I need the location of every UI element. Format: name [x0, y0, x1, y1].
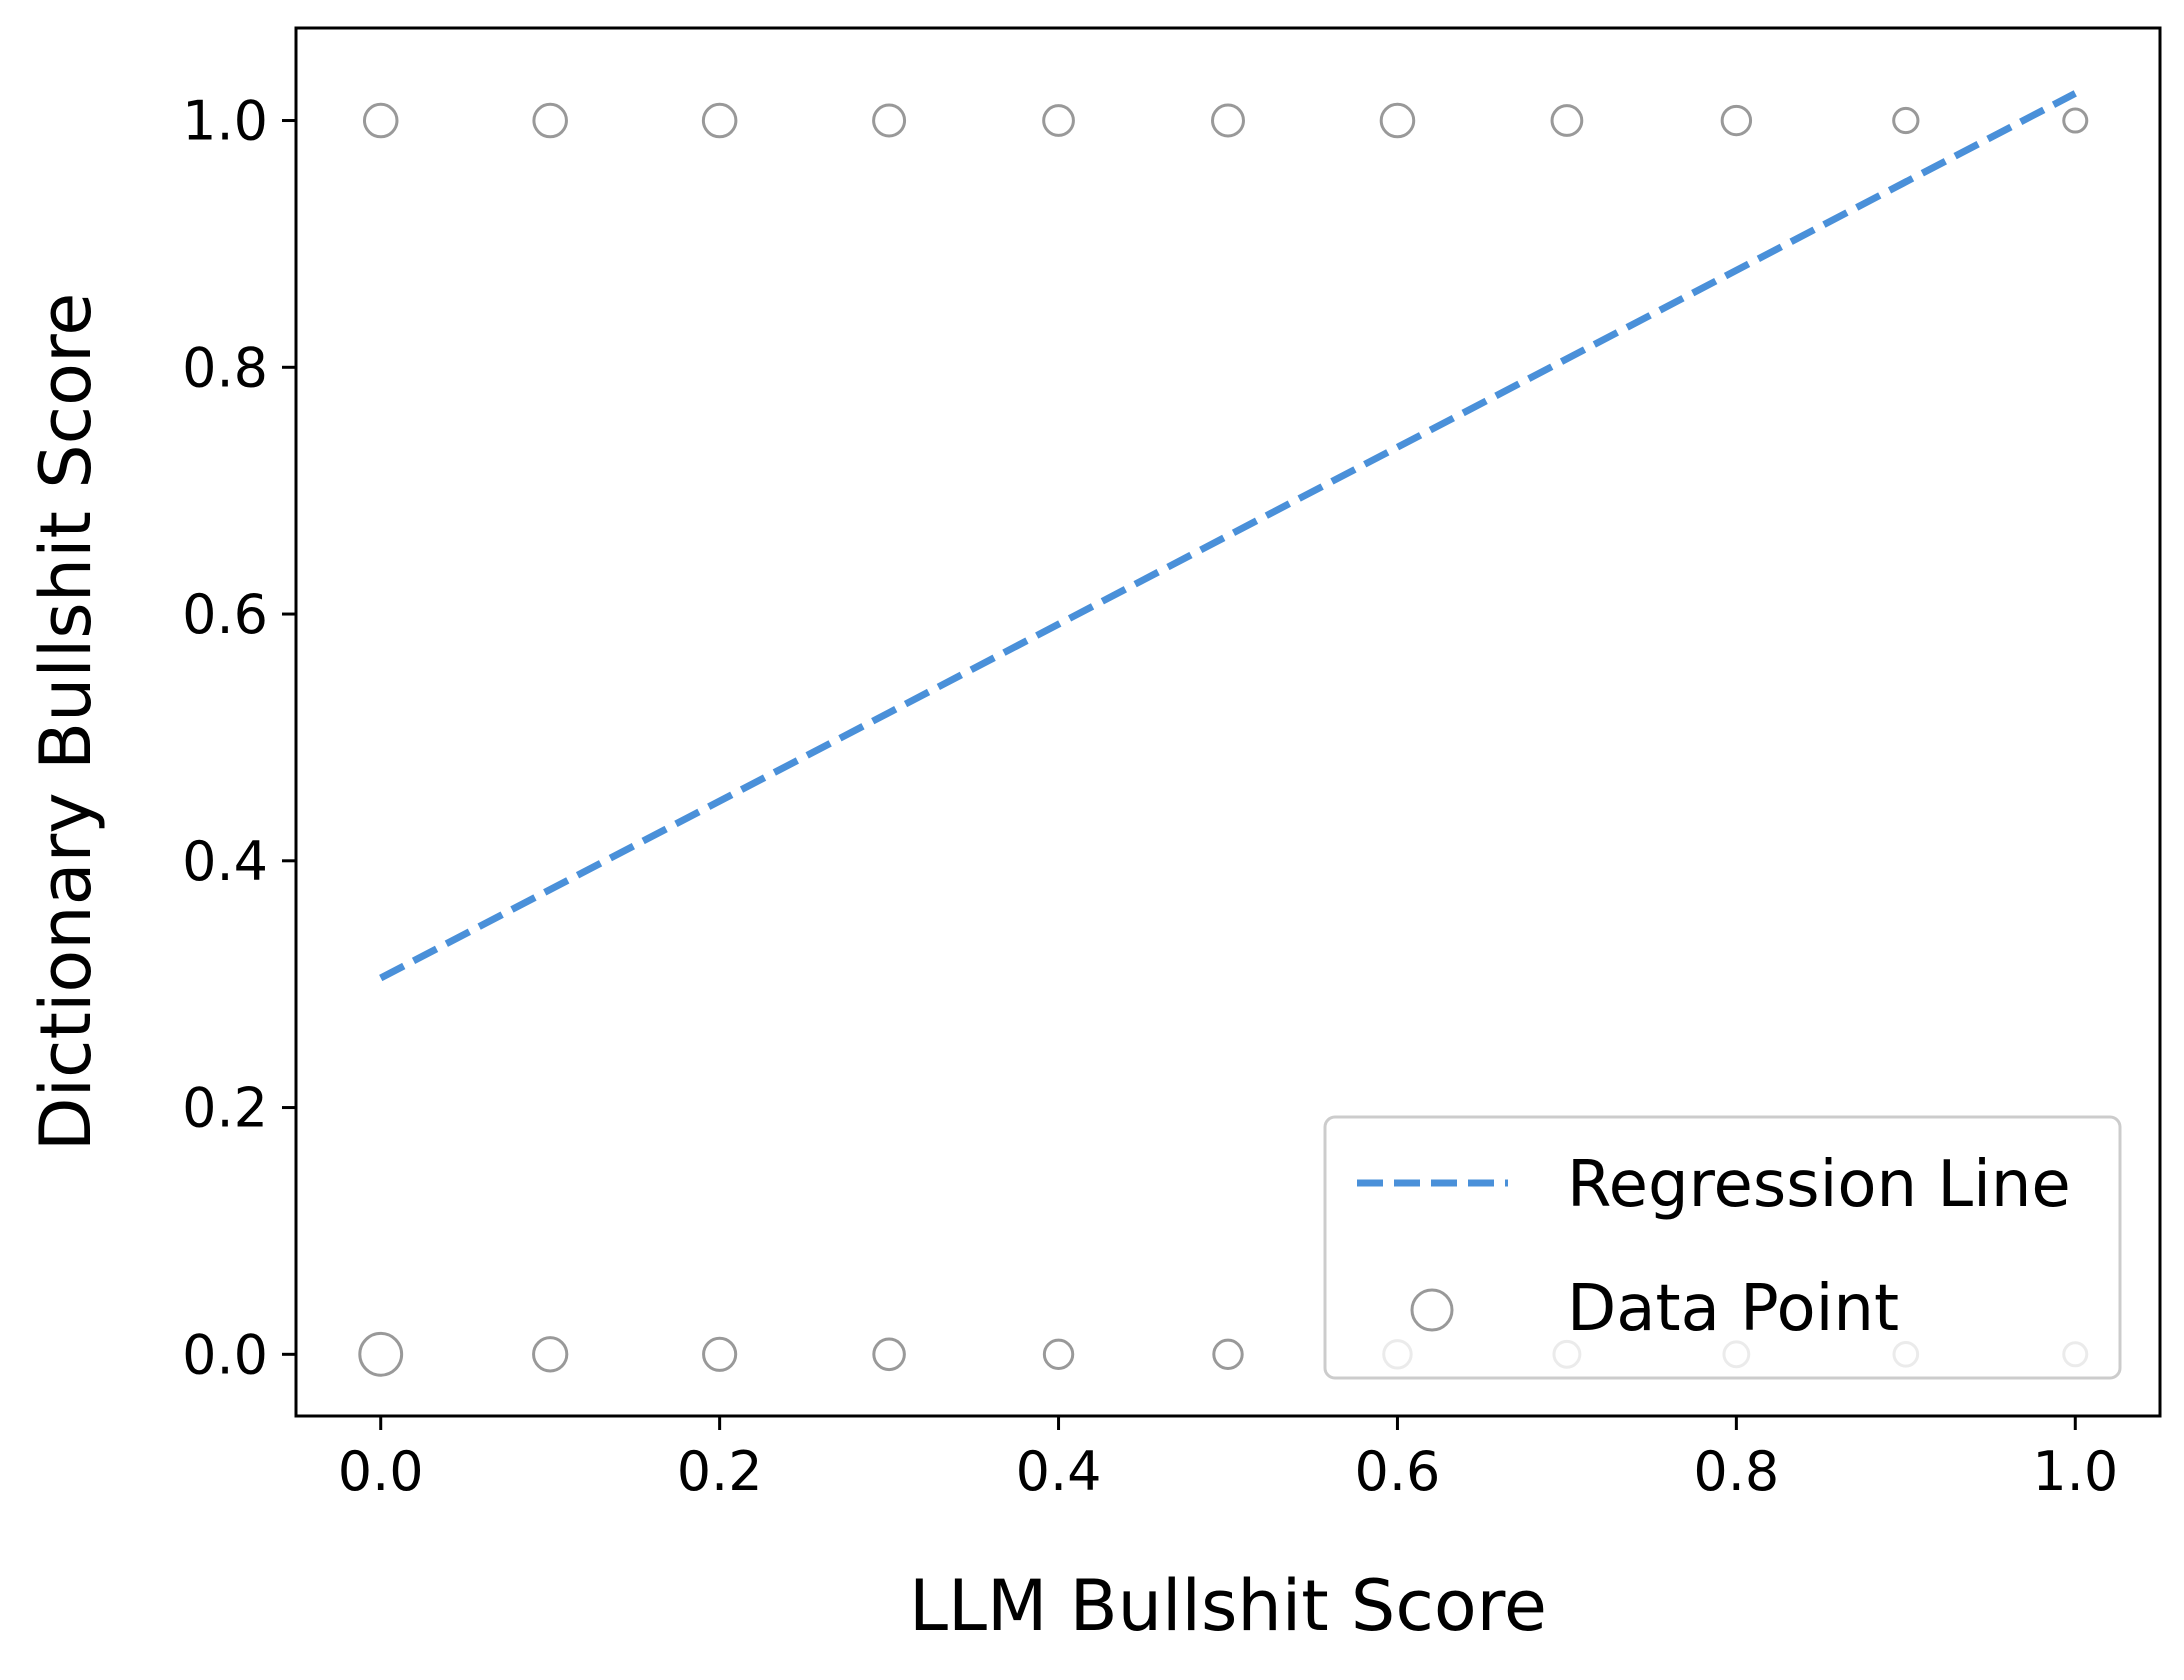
data-point — [1211, 103, 1245, 138]
data-point — [1550, 104, 1584, 137]
data-point — [1042, 104, 1075, 137]
x-tick-label: 0.0 — [338, 1440, 424, 1503]
data-point — [1379, 102, 1416, 139]
data-point — [702, 1336, 738, 1372]
y-tick-label: 0.2 — [182, 1077, 268, 1140]
data-point — [2062, 107, 2089, 134]
data-point — [872, 1337, 906, 1372]
data-point — [1892, 106, 1920, 135]
x-tick-label: 1.0 — [2032, 1440, 2118, 1503]
legend-box — [1323, 1115, 2122, 1380]
legend-label-datapoint: Data Point — [1567, 1272, 1899, 1346]
regression-line — [379, 90, 2077, 982]
y-tick-label: 1.0 — [182, 90, 268, 153]
x-tick-label: 0.4 — [1016, 1440, 1102, 1503]
legend: Regression Line Data Point — [1323, 1115, 2122, 1380]
data-point — [362, 102, 399, 139]
data-point — [1212, 1338, 1244, 1371]
x-tick-label: 0.8 — [1693, 1440, 1779, 1503]
x-tick-label: 0.6 — [1355, 1440, 1441, 1503]
x-tick-label: 0.2 — [677, 1440, 763, 1503]
y-tick-label: 0.0 — [182, 1323, 268, 1386]
legend-point-swatch — [1410, 1288, 1454, 1332]
x-axis-label: LLM Bullshit Score — [909, 1565, 1547, 1647]
y-tick-label: 0.4 — [182, 830, 268, 893]
data-point — [701, 102, 738, 139]
y-tick-label: 0.8 — [182, 336, 268, 399]
data-point — [532, 102, 568, 139]
y-axis-label: Dictionary Bullshit Score — [25, 293, 107, 1152]
legend-label-regression: Regression Line — [1567, 1148, 2071, 1222]
data-point — [532, 1336, 569, 1373]
ticks-layer: 0.0 0.2 0.4 0.6 0.8 1.0 0.0 0.2 0.4 0.6 0.8 1.0 — [182, 90, 2118, 1503]
data-point — [872, 103, 907, 138]
y-tick-label: 0.6 — [182, 583, 268, 646]
data-point — [1042, 1338, 1075, 1371]
data-point — [358, 1331, 404, 1377]
data-point — [1720, 104, 1753, 137]
regression-layer — [379, 90, 2077, 982]
